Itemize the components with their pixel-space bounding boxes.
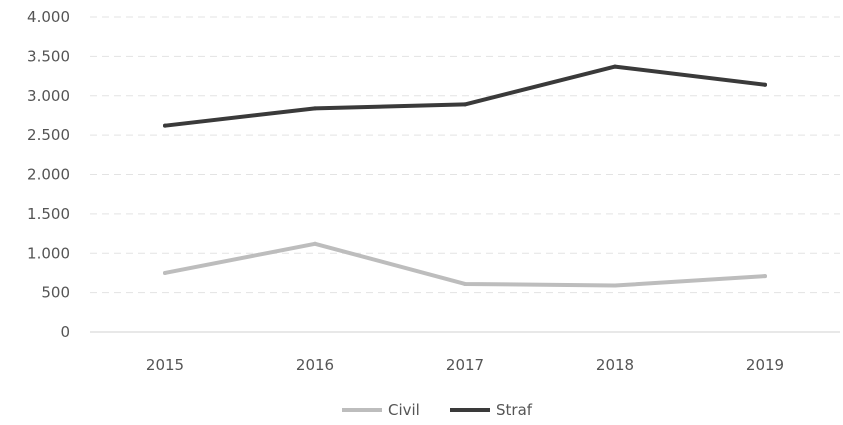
data-point-straf [763, 82, 767, 87]
data-point-civil [163, 270, 167, 275]
x-tick-label: 2016 [296, 356, 334, 374]
data-point-civil [313, 241, 317, 246]
legend-label-civil: Civil [388, 401, 420, 419]
y-tick-label: 4.000 [27, 8, 70, 26]
data-point-civil [463, 281, 467, 286]
y-tick-label: 500 [41, 284, 70, 302]
data-point-straf [463, 102, 467, 107]
y-tick-label: 1.500 [27, 205, 70, 223]
y-tick-label: 2.500 [27, 126, 70, 144]
y-tick-label: 3.000 [27, 87, 70, 105]
x-tick-label: 2015 [146, 356, 184, 374]
data-point-straf [163, 123, 167, 128]
x-tick-label: 2018 [596, 356, 634, 374]
x-axis: 2015 2016 2017 2018 2019 [146, 356, 784, 374]
x-tick-label: 2019 [746, 356, 784, 374]
data-point-civil [613, 283, 617, 288]
series-line-civil [163, 241, 767, 288]
y-tick-label: 1.000 [27, 244, 70, 262]
legend-label-straf: Straf [496, 401, 533, 419]
data-point-straf [613, 64, 617, 69]
series-lines [163, 64, 767, 288]
y-tick-label: 2.000 [27, 166, 70, 184]
legend: Civil Straf [342, 401, 533, 419]
y-axis: 0 500 1.000 1.500 2.000 2.500 3.000 3.500 4.000 [27, 8, 70, 341]
data-point-straf [313, 106, 317, 111]
x-tick-label: 2017 [446, 356, 484, 374]
y-tick-label: 3.500 [27, 47, 70, 65]
data-point-civil [763, 274, 767, 279]
y-tick-label: 0 [60, 323, 70, 341]
gridlines [90, 16, 840, 333]
